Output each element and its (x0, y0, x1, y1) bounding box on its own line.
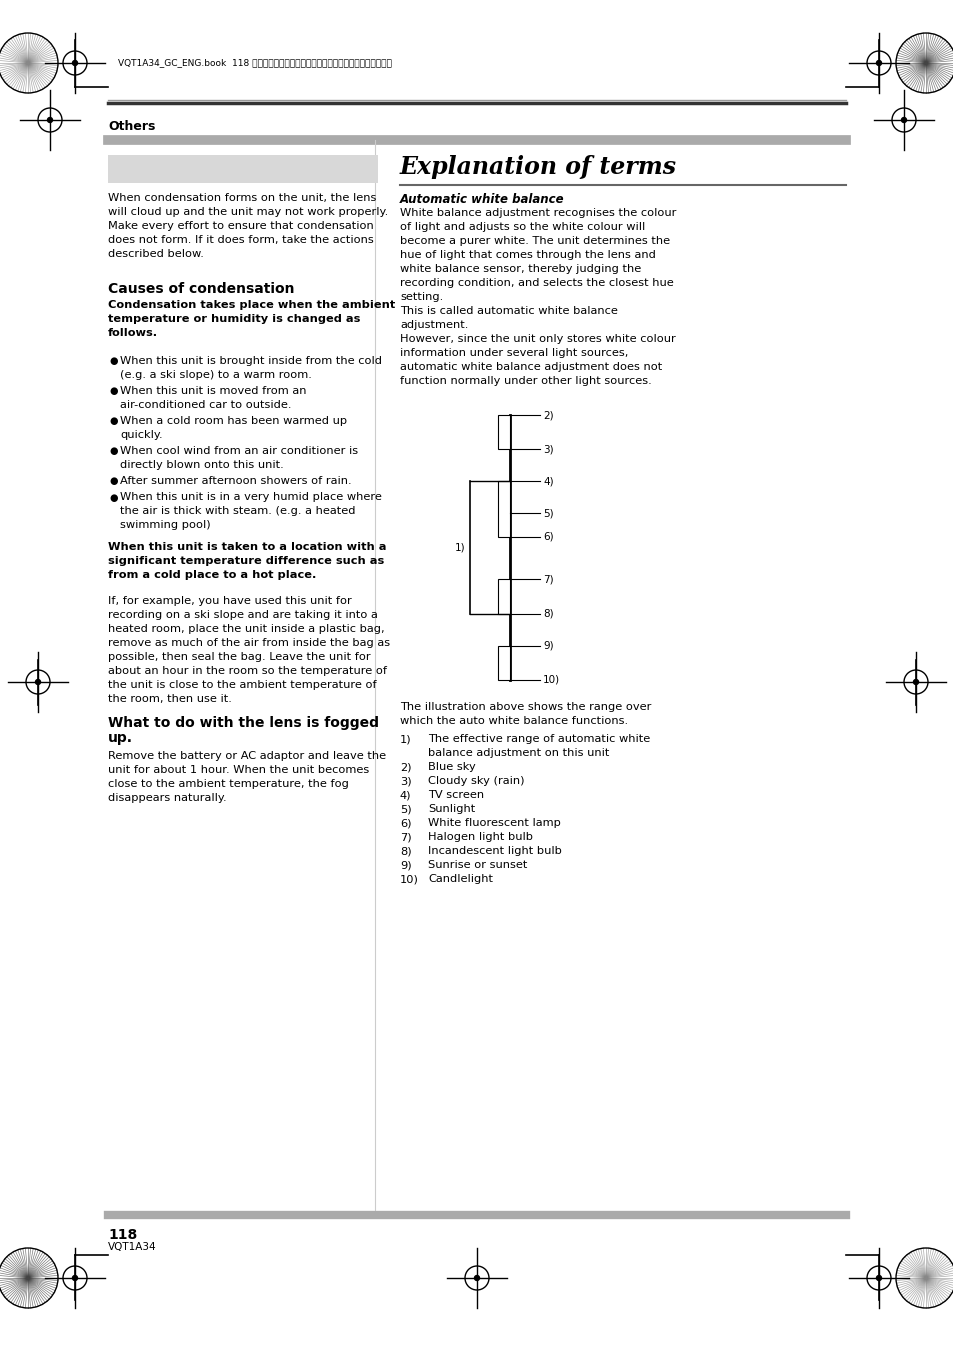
Text: Others: Others (108, 120, 155, 132)
Text: 6): 6) (399, 818, 411, 828)
Text: the air is thick with steam. (e.g. a heated: the air is thick with steam. (e.g. a hea… (120, 506, 355, 516)
Text: 6): 6) (542, 532, 553, 542)
Circle shape (474, 1275, 479, 1281)
Text: VQT1A34: VQT1A34 (108, 1242, 156, 1252)
Text: ●: ● (109, 446, 117, 456)
Text: Condensation takes place when the ambient
temperature or humidity is changed as
: Condensation takes place when the ambien… (108, 301, 395, 338)
Text: 5): 5) (399, 803, 411, 814)
Text: 9): 9) (542, 640, 553, 651)
Text: Incandescent light bulb: Incandescent light bulb (428, 847, 561, 856)
Text: Cloudy sky (rain): Cloudy sky (rain) (428, 776, 524, 786)
Text: ●: ● (109, 492, 117, 503)
Text: quickly.: quickly. (120, 430, 162, 439)
Text: If, for example, you have used this unit for
recording on a ski slope and are ta: If, for example, you have used this unit… (108, 596, 390, 704)
Text: White balance adjustment recognises the colour
of light and adjusts so the white: White balance adjustment recognises the … (399, 208, 676, 386)
Text: About condensation: About condensation (118, 163, 268, 175)
Text: 8): 8) (399, 847, 411, 856)
Text: 1): 1) (399, 735, 411, 744)
Text: Causes of condensation: Causes of condensation (108, 282, 294, 297)
Text: ●: ● (109, 356, 117, 367)
Circle shape (72, 61, 77, 66)
Bar (497, 580, 510, 613)
Text: 3): 3) (542, 445, 553, 454)
Text: After summer afternoon showers of rain.: After summer afternoon showers of rain. (120, 476, 352, 487)
Text: (e.g. a ski slope) to a warm room.: (e.g. a ski slope) to a warm room. (120, 369, 312, 380)
Text: 4): 4) (399, 790, 411, 799)
Text: When this unit is brought inside from the cold: When this unit is brought inside from th… (120, 356, 381, 367)
Text: 2): 2) (399, 762, 411, 772)
Bar (497, 481, 510, 537)
Text: directly blown onto this unit.: directly blown onto this unit. (120, 460, 283, 469)
Text: ●: ● (109, 476, 117, 487)
Text: Sunrise or sunset: Sunrise or sunset (428, 860, 527, 869)
Text: What to do with the lens is fogged: What to do with the lens is fogged (108, 716, 378, 731)
Text: 2): 2) (542, 410, 553, 421)
Text: 5): 5) (542, 508, 553, 518)
Text: The illustration above shows the range over
which the auto white balance functio: The illustration above shows the range o… (399, 702, 651, 727)
Text: Sunlight: Sunlight (428, 803, 475, 814)
Circle shape (35, 679, 40, 685)
Text: Halogen light bulb: Halogen light bulb (428, 832, 533, 842)
Text: swimming pool): swimming pool) (120, 519, 211, 530)
Bar (108, 155, 377, 183)
Text: 4): 4) (542, 476, 553, 487)
Circle shape (48, 117, 52, 123)
Text: balance adjustment on this unit: balance adjustment on this unit (428, 748, 609, 758)
Circle shape (901, 117, 905, 123)
Text: Candlelight: Candlelight (428, 874, 493, 884)
Text: Explanation of terms: Explanation of terms (399, 155, 677, 179)
Circle shape (876, 1275, 881, 1281)
Text: 10): 10) (542, 675, 559, 685)
Text: Automatic white balance: Automatic white balance (399, 193, 564, 206)
Text: When this unit is taken to a location with a
significant temperature difference : When this unit is taken to a location wi… (108, 542, 386, 580)
Text: ●: ● (109, 386, 117, 396)
Text: 3): 3) (399, 776, 411, 786)
Bar (497, 415, 510, 449)
Text: 118: 118 (108, 1228, 137, 1242)
Circle shape (913, 679, 918, 685)
Text: When a cold room has been warmed up: When a cold room has been warmed up (120, 417, 347, 426)
Circle shape (72, 1275, 77, 1281)
Text: 8): 8) (542, 609, 553, 619)
Text: When condensation forms on the unit, the lens
will cloud up and the unit may not: When condensation forms on the unit, the… (108, 193, 388, 259)
Text: Remove the battery or AC adaptor and leave the
unit for about 1 hour. When the u: Remove the battery or AC adaptor and lea… (108, 751, 386, 803)
Text: 10): 10) (399, 874, 418, 884)
Text: 7): 7) (542, 574, 553, 584)
Text: 9): 9) (399, 860, 411, 869)
Text: When this unit is in a very humid place where: When this unit is in a very humid place … (120, 492, 381, 503)
Text: air-conditioned car to outside.: air-conditioned car to outside. (120, 399, 292, 410)
Text: White fluorescent lamp: White fluorescent lamp (428, 818, 560, 828)
Text: up.: up. (108, 731, 132, 745)
Text: The effective range of automatic white: The effective range of automatic white (428, 735, 650, 744)
Text: VQT1A34_GC_ENG.book  118 ページ　２００７年１月２７日　土曜日　午後１時４６分: VQT1A34_GC_ENG.book 118 ページ ２００７年１月２７日 土… (118, 58, 392, 67)
Text: TV screen: TV screen (428, 790, 483, 799)
Circle shape (876, 61, 881, 66)
Bar (497, 646, 510, 679)
Text: Blue sky: Blue sky (428, 762, 476, 772)
Text: When this unit is moved from an: When this unit is moved from an (120, 386, 306, 396)
Text: ●: ● (109, 417, 117, 426)
Text: 7): 7) (399, 832, 411, 842)
Text: 1): 1) (454, 542, 464, 553)
Text: When cool wind from an air conditioner is: When cool wind from an air conditioner i… (120, 446, 357, 456)
